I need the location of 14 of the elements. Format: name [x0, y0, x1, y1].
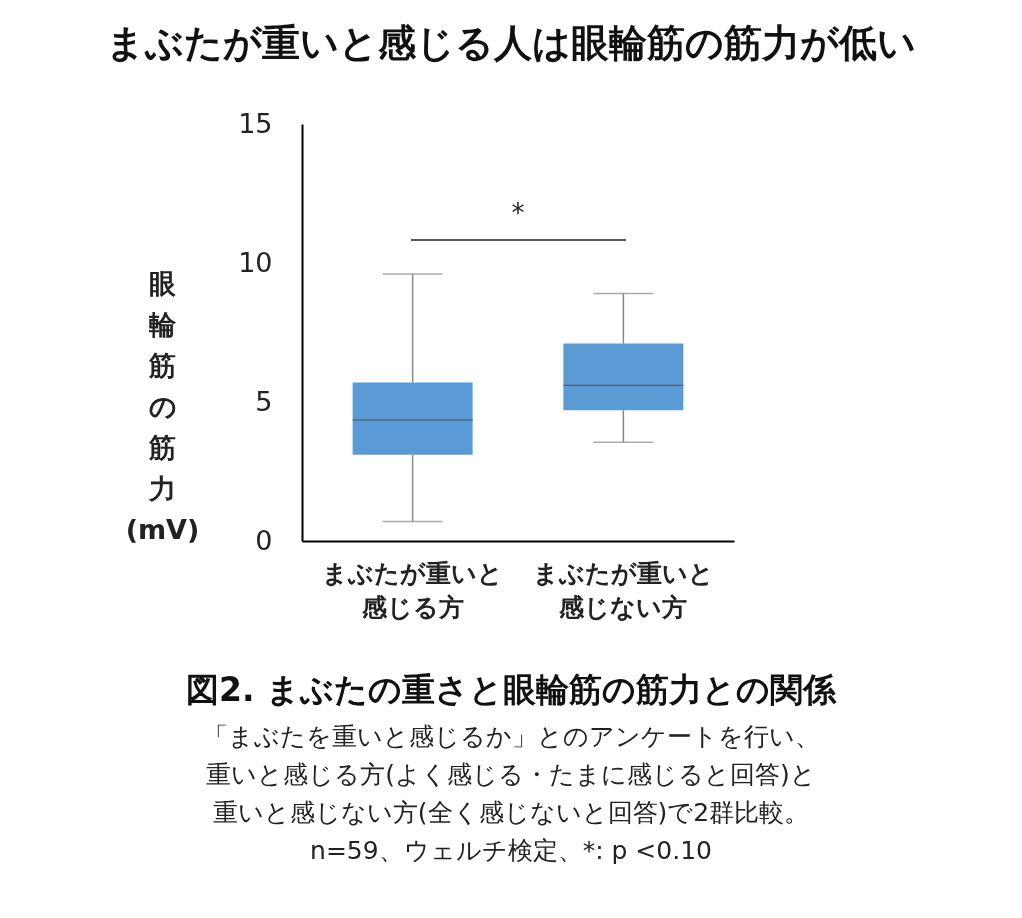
y-tick-label: 0 [255, 524, 273, 556]
y-tick-label: 10 [238, 246, 273, 278]
x-tick-label: まぶたが重いと感じる方 [322, 558, 504, 622]
text: 「まぶたを重いと感じるか」とのアンケートを行い、 [201, 721, 821, 753]
y-tick-label: 5 [255, 385, 273, 417]
text: n=59、ウェルチ検定、*: p <0.10 [309, 835, 713, 867]
x-tick-label: まぶたが重いと感じない方 [532, 558, 714, 622]
text: 図2. まぶたの重さと眼輪筋の筋力との関係 [185, 669, 838, 711]
text: 重いと感じない方(全く感じないと回答)で2群比較。 [211, 797, 811, 829]
text: 重いと感じる方(よく感じる・たまに感じると回答)と [205, 759, 817, 791]
chart-title: まぶたが重いと感じる人は眼輪筋の筋力が低い [105, 20, 917, 67]
annotation: * [510, 198, 526, 228]
y-axis-title: 眼輪筋の筋力(mV) [125, 267, 200, 545]
y-tick-label: 15 [238, 107, 273, 139]
